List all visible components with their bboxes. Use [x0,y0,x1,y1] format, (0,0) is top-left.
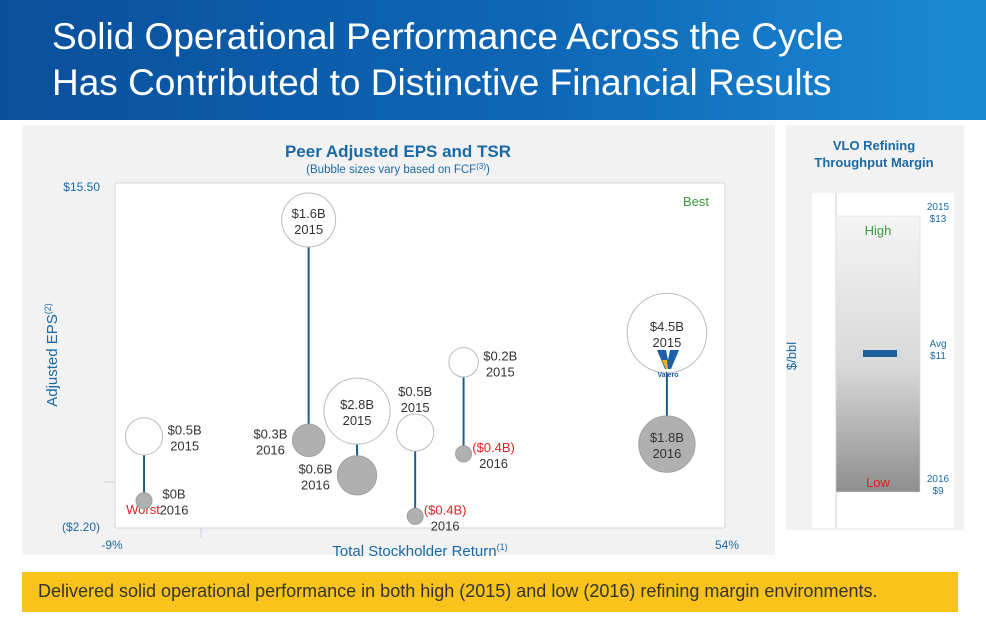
title-line-2: Has Contributed to Distinctive Financial… [52,62,832,103]
bubble-year-label: 2015 [170,438,199,453]
margin-chart-title-line-1: VLO Refining [833,138,915,153]
bubble-year-label: 2016 [479,456,508,471]
best-label: Best [683,194,709,209]
valero-logo-text: Valero [657,372,678,379]
bubble-year-label: 2015 [294,222,323,237]
summary-banner: Delivered solid operational performance … [22,572,958,612]
chart-subtitle: (Bubble sizes vary based on FCF(3)) [306,162,490,176]
bubble-2016 [638,415,696,473]
bubble-2015 [281,192,337,248]
valero-logo: Valero [657,350,679,379]
avg-label: Avg [929,339,946,350]
slide-header: Solid Operational Performance Across the… [0,0,986,120]
bubble-2016 [455,445,473,463]
bubble-2015 [448,347,479,378]
high-label: High [865,223,892,238]
margin-chart-title-line-2: Throughput Margin [814,155,933,170]
chart-title: Peer Adjusted EPS and TSR [285,142,511,161]
y-min-label: ($2.20) [62,520,100,534]
bubble-fcf-label: $1.8B [650,430,684,445]
worst-label: Worst [126,502,160,517]
bubble-fcf-label: $0.2B [483,348,517,363]
top-year-label: 2015 [927,202,950,213]
bubble-fcf-label: $4.5B [650,319,684,334]
bubble-fcf-label: $2.8B [340,397,374,412]
bubble-2016 [336,455,378,496]
bubble-year-label: 2016 [256,442,285,457]
bubble-fcf-label: $1.6B [292,206,326,221]
margin-y-axis-label: $/bbl [784,342,799,370]
bubble-layer: $0.5B2015$0B2016$1.6B2015$0.3B2016$2.8B2… [124,192,708,533]
bubble-2016 [406,507,424,525]
top-value-label: $13 [930,214,947,225]
bubble-fcf-label: ($0.4B) [472,440,515,455]
bubble-year-label: 2016 [160,503,189,518]
bubble-year-label: 2015 [486,364,515,379]
y-max-label: $15.50 [63,180,100,194]
low-label: Low [866,475,890,490]
slide-title: Solid Operational Performance Across the… [52,14,844,106]
bubble-year-label: 2015 [401,400,430,415]
bubble-fcf-label: $0B [162,487,185,502]
bubble-fcf-label: $0.5B [398,384,432,399]
x-min-label: -9% [101,538,123,552]
summary-text: Delivered solid operational performance … [38,581,878,601]
bottom-year-label: 2016 [927,474,950,485]
bubble-2016 [135,492,153,510]
x-max-label: 54% [715,538,739,552]
x-axis-label: Total Stockholder Return(1) [332,542,507,560]
bubble-2015 [323,377,391,445]
y-axis-label: Adjusted EPS(2) [43,303,61,407]
bubble-year-label: 2016 [431,518,460,533]
bubble-year-label: 2015 [652,335,681,350]
bubble-2015 [626,292,708,374]
bubble-fcf-label: $0.3B [253,426,287,441]
bubble-2016 [291,423,326,458]
plot-area [114,182,726,529]
bubble-year-label: 2016 [301,477,330,492]
bubble-year-label: 2015 [343,413,372,428]
bubble-2015 [124,417,164,456]
bubble-year-label: 2016 [652,446,681,461]
bubble-fcf-label: $0.6B [298,461,332,476]
title-line-1: Solid Operational Performance Across the… [52,16,844,57]
bubble-2015 [396,413,435,452]
bubble-fcf-label: ($0.4B) [424,502,467,517]
avg-value-label: $11 [930,351,946,362]
bubble-fcf-label: $0.5B [168,422,202,437]
avg-marker [863,350,897,357]
bottom-value-label: $9 [932,486,944,497]
